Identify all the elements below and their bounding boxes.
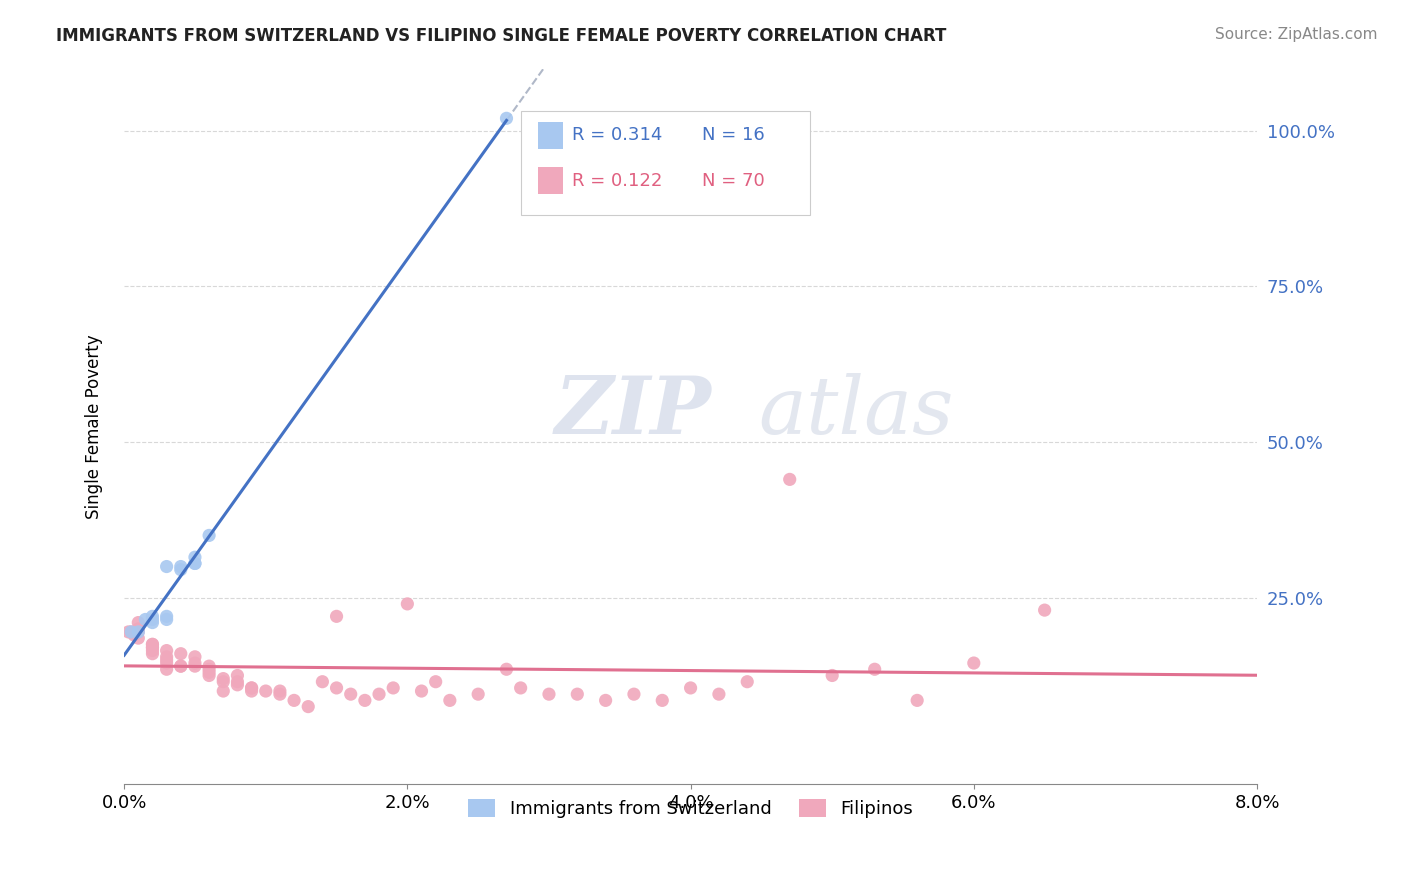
Text: R = 0.122: R = 0.122 <box>572 172 662 190</box>
Point <box>184 659 207 673</box>
Point <box>184 656 207 670</box>
Point <box>707 687 730 701</box>
Text: ZIP: ZIP <box>554 374 711 451</box>
Point <box>382 681 405 695</box>
Point <box>537 687 560 701</box>
Point <box>156 643 179 657</box>
Point <box>127 624 149 639</box>
Point <box>184 550 207 565</box>
Point <box>198 528 221 542</box>
Point <box>156 612 179 626</box>
Point <box>411 684 433 698</box>
Point <box>509 681 531 695</box>
Point <box>495 662 517 676</box>
Point <box>623 687 645 701</box>
Point <box>156 656 179 670</box>
Point <box>325 609 347 624</box>
Text: IMMIGRANTS FROM SWITZERLAND VS FILIPINO SINGLE FEMALE POVERTY CORRELATION CHART: IMMIGRANTS FROM SWITZERLAND VS FILIPINO … <box>56 27 946 45</box>
Point <box>141 637 163 651</box>
Point <box>325 681 347 695</box>
Point <box>184 649 207 664</box>
Point <box>297 699 319 714</box>
Text: N = 16: N = 16 <box>702 126 765 145</box>
Point <box>368 687 391 701</box>
Point <box>141 647 163 661</box>
Point <box>156 653 179 667</box>
Point <box>156 662 179 676</box>
Point <box>127 624 149 639</box>
Point <box>120 624 142 639</box>
Point <box>184 557 207 571</box>
Y-axis label: Single Female Poverty: Single Female Poverty <box>86 334 103 519</box>
Point <box>354 693 377 707</box>
Point <box>467 687 489 701</box>
FancyBboxPatch shape <box>520 112 810 215</box>
Point <box>127 631 149 645</box>
Point <box>226 668 249 682</box>
Point <box>134 612 156 626</box>
Bar <box>537 167 562 194</box>
Point <box>779 472 801 486</box>
Point <box>269 684 291 698</box>
Point <box>127 622 149 636</box>
Point <box>269 687 291 701</box>
Point <box>156 609 179 624</box>
Point <box>905 693 928 707</box>
Point <box>170 559 193 574</box>
Point <box>226 674 249 689</box>
Text: N = 70: N = 70 <box>702 172 765 190</box>
Text: R = 0.314: R = 0.314 <box>572 126 662 145</box>
Point <box>567 687 589 701</box>
Point <box>198 668 221 682</box>
Point <box>425 674 447 689</box>
Point <box>156 559 179 574</box>
Point <box>963 656 986 670</box>
Point <box>495 112 517 126</box>
Point <box>240 681 263 695</box>
Point <box>127 615 149 630</box>
Point <box>339 687 361 701</box>
Point <box>170 563 193 577</box>
Point <box>311 674 333 689</box>
Point <box>198 659 221 673</box>
Point <box>212 674 235 689</box>
Point <box>170 647 193 661</box>
Point <box>170 659 193 673</box>
Point <box>141 640 163 655</box>
Point <box>651 693 673 707</box>
Point <box>170 659 193 673</box>
Point <box>439 693 461 707</box>
Point <box>283 693 305 707</box>
Point <box>122 628 145 642</box>
Point <box>156 649 179 664</box>
Point <box>212 672 235 686</box>
Point <box>120 624 142 639</box>
Point <box>141 637 163 651</box>
Bar <box>537 122 562 150</box>
Point <box>198 665 221 680</box>
Point <box>141 612 163 626</box>
Point <box>212 684 235 698</box>
Point <box>117 624 139 639</box>
Point <box>184 557 207 571</box>
Point <box>595 693 617 707</box>
Text: Source: ZipAtlas.com: Source: ZipAtlas.com <box>1215 27 1378 42</box>
Point <box>396 597 419 611</box>
Point <box>141 643 163 657</box>
Point <box>198 662 221 676</box>
Text: atlas: atlas <box>759 374 953 451</box>
Point <box>1033 603 1056 617</box>
Point <box>240 681 263 695</box>
Point <box>679 681 702 695</box>
Point <box>141 615 163 630</box>
Point <box>735 674 758 689</box>
Point <box>821 668 844 682</box>
Point <box>240 684 263 698</box>
Point <box>141 609 163 624</box>
Legend: Immigrants from Switzerland, Filipinos: Immigrants from Switzerland, Filipinos <box>461 792 920 825</box>
Point <box>254 684 277 698</box>
Point <box>226 678 249 692</box>
Point <box>863 662 886 676</box>
Point <box>141 640 163 655</box>
